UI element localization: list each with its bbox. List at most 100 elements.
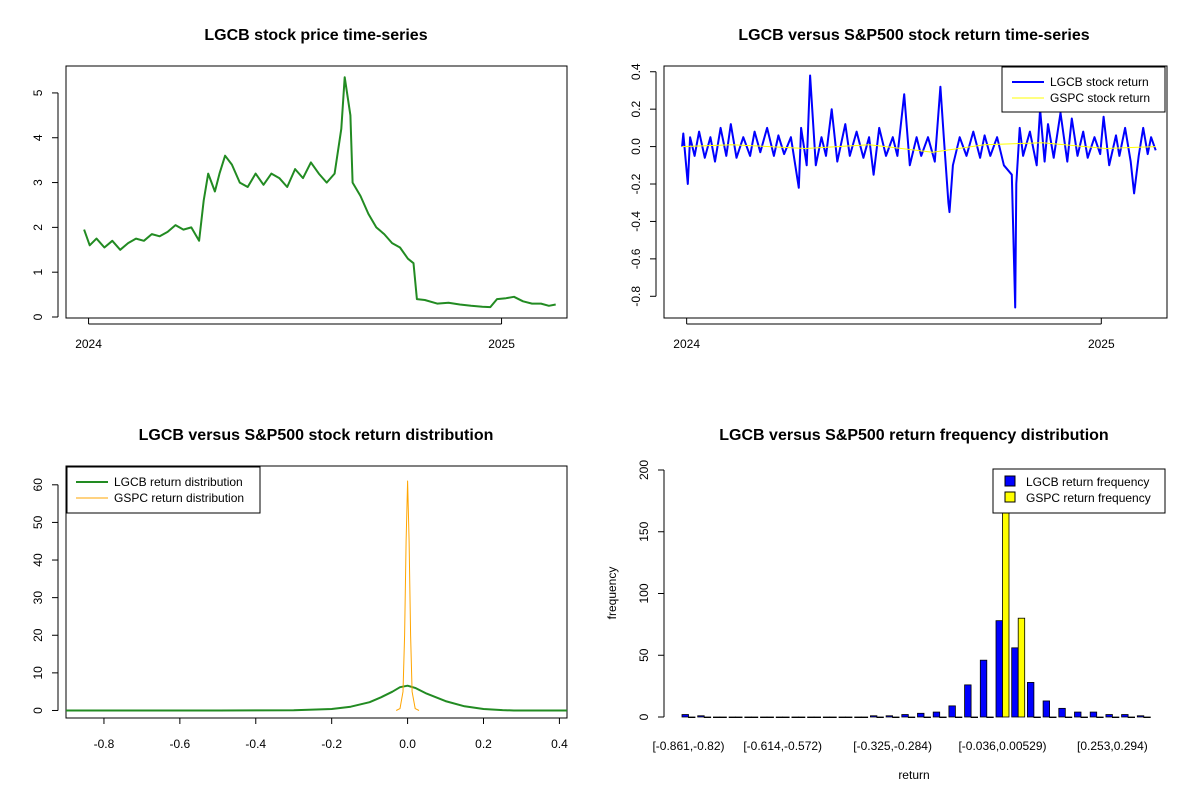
y-tick-label: 20: [31, 628, 45, 642]
bar-lgcb: [775, 716, 784, 719]
x-tick-label: -0.6: [170, 737, 191, 751]
bar-gspc: [1080, 716, 1088, 719]
panel-returns: LGCB versus S&P500 stock return time-ser…: [629, 27, 1168, 351]
y-tick-label: 3: [31, 179, 45, 186]
bar-lgcb: [728, 716, 736, 719]
legend-label-lgcb: LGCB stock return: [1050, 75, 1149, 89]
bar-gspc: [923, 716, 931, 719]
x-tick-label: -0.4: [245, 737, 266, 751]
panel-frequency: LGCB versus S&P500 return frequency dist…: [605, 427, 1166, 782]
x-tick-label: -0.8: [94, 737, 115, 751]
legend-label-gspc: GSPC stock return: [1050, 91, 1150, 105]
bar-gspc: [688, 716, 696, 719]
series-group: [681, 74, 1157, 309]
chart-title: LGCB versus S&P500 stock return time-ser…: [738, 27, 1089, 44]
legend-label-gspc: GSPC return frequency: [1026, 491, 1151, 505]
legend-box: [992, 468, 1166, 514]
axis-ticks: -0.8 -0.6 -0.4 -0.2 0.0 0.2 0.4 2024 2025: [629, 63, 1115, 351]
x-tick-label: 0.4: [551, 737, 568, 751]
bar-gspc: [845, 716, 853, 719]
series-group: [83, 76, 556, 309]
chart-title: LGCB versus S&P500 stock return distribu…: [139, 427, 494, 444]
plot-frame: [663, 65, 1168, 319]
bar-gspc: [829, 716, 837, 719]
series-line: [395, 480, 420, 711]
bar-lgcb: [948, 705, 956, 718]
bar-lgcb: [870, 715, 878, 718]
y-tick-label: -0.2: [629, 173, 643, 194]
bar-gspc: [735, 716, 743, 719]
legend-swatch-gspc: [1004, 491, 1016, 503]
bar-gspc: [1112, 716, 1120, 719]
bar-lgcb: [854, 716, 862, 719]
bar-gspc: [955, 716, 963, 719]
x-tick-label: 0.2: [475, 737, 492, 751]
bar-lgcb: [995, 620, 1003, 718]
bar-lgcb: [932, 711, 941, 718]
bar-lgcb: [964, 684, 972, 718]
bar-gspc: [1017, 617, 1026, 718]
x-tick-label: 2025: [488, 337, 515, 351]
legend-box: [1001, 66, 1166, 113]
bar-lgcb: [838, 716, 846, 719]
legend-box: [66, 466, 261, 514]
y-tick-label: 0.4: [629, 63, 643, 80]
y-tick-label: 0.0: [629, 138, 643, 155]
y-tick-label: 30: [31, 591, 45, 605]
bar-lgcb: [713, 716, 721, 719]
y-tick-label: 50: [31, 515, 45, 529]
y-tick-label: 60: [31, 478, 45, 492]
series-line: [681, 74, 1157, 309]
y-tick-label: -0.4: [629, 211, 643, 232]
bar-lgcb: [681, 714, 689, 718]
bar-gspc: [798, 716, 806, 719]
bar-gspc: [1033, 716, 1041, 719]
bar-lgcb: [807, 716, 815, 719]
y-tick-label: 5: [31, 89, 45, 96]
bar-gspc: [1143, 716, 1151, 719]
x-tick-label: [-0.861,-0.82): [652, 739, 724, 753]
series-line: [83, 76, 556, 309]
bar-lgcb: [979, 659, 988, 718]
x-tick-label: 0.0: [399, 737, 416, 751]
y-tick-label: 0.2: [629, 101, 643, 118]
chart-title: LGCB stock price time-series: [204, 27, 427, 44]
bar-lgcb: [1042, 700, 1050, 718]
bar-gspc: [970, 716, 978, 719]
bar-gspc: [892, 716, 900, 719]
x-tick-label: 2025: [1088, 337, 1115, 351]
series-line: [66, 684, 567, 712]
y-tick-label: 10: [31, 666, 45, 680]
bar-gspc: [703, 716, 712, 719]
x-tick-label: [-0.325,-0.284): [853, 739, 932, 753]
legend-label-lgcb: LGCB return frequency: [1026, 475, 1149, 489]
y-tick-label: 0: [31, 313, 45, 320]
legend-swatch-lgcb: [1004, 475, 1016, 487]
y-tick-label: 2: [31, 224, 45, 231]
series-group: [681, 481, 1151, 719]
bar-lgcb: [1121, 714, 1129, 718]
bar-lgcb: [885, 715, 893, 718]
chart-title: LGCB versus S&P500 return frequency dist…: [719, 427, 1108, 444]
bar-lgcb: [1089, 711, 1098, 718]
bar-lgcb: [697, 715, 705, 718]
series-line: [682, 142, 1156, 153]
plot-frame: [65, 65, 568, 319]
bar-gspc: [939, 716, 947, 719]
x-tick-label: [-0.036,0.00529): [958, 739, 1046, 753]
bar-lgcb: [1027, 682, 1035, 718]
y-tick-label: 200: [637, 460, 651, 480]
bar-lgcb: [917, 712, 925, 718]
bar-gspc: [782, 716, 790, 719]
bar-gspc: [813, 716, 821, 719]
bar-gspc: [766, 716, 774, 719]
bar-lgcb: [1011, 647, 1019, 718]
bar-gspc: [860, 716, 869, 719]
y-tick-label: -0.6: [629, 248, 643, 269]
bar-lgcb: [901, 714, 909, 718]
x-tick-label: 2024: [75, 337, 102, 351]
series-group: [66, 480, 567, 712]
x-tick-label: [-0.614,-0.572): [743, 739, 822, 753]
y-tick-label: 4: [31, 134, 45, 141]
